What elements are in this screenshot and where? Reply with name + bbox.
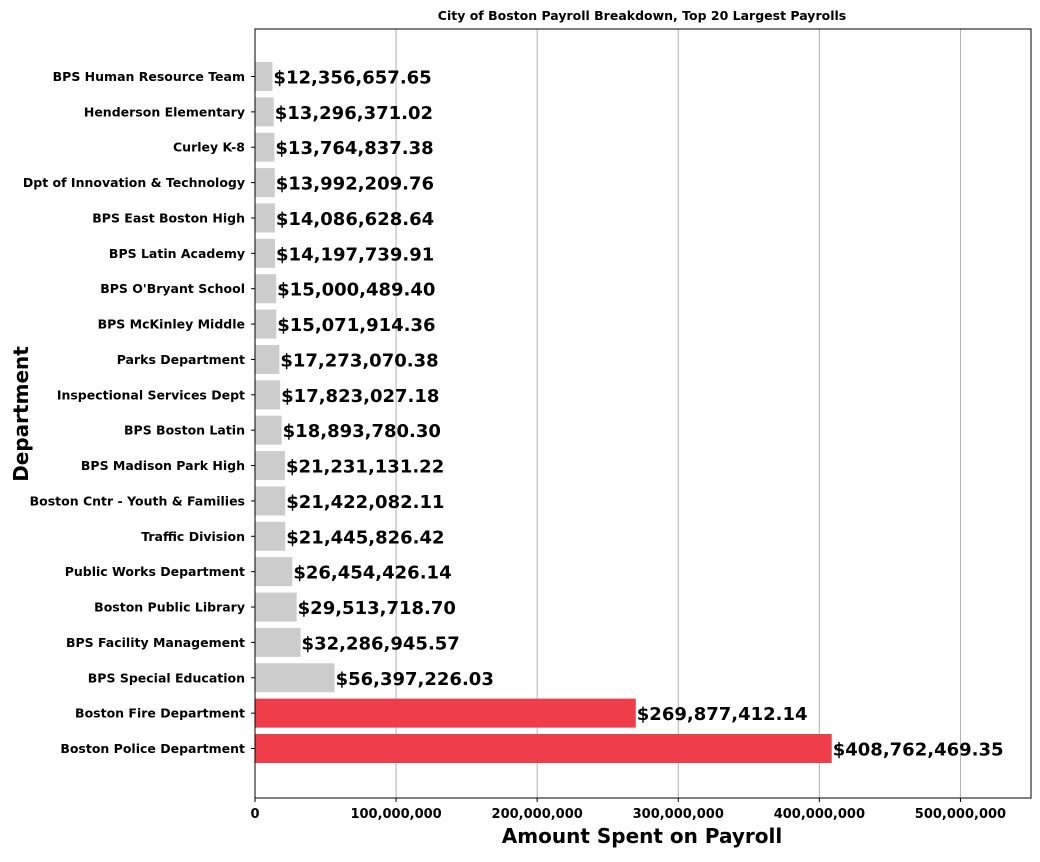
y-axis-title: Department: [9, 346, 33, 482]
bar: [255, 663, 335, 693]
y-tick-label: BPS Special Education: [88, 670, 245, 685]
bar: [255, 557, 293, 587]
grid-lines: [395, 29, 961, 798]
bar-value-label: $56,397,226.03: [336, 669, 494, 690]
bar-value-label: $15,000,489.40: [277, 280, 435, 301]
y-tick-label: Inspectional Services Dept: [57, 387, 245, 402]
y-tick-label: BPS McKinley Middle: [98, 317, 245, 332]
y-tick-label: Henderson Elementary: [84, 104, 245, 119]
x-tick-label: 0: [250, 807, 259, 822]
bar-value-label: $14,086,628.64: [276, 209, 434, 230]
y-tick-label: BPS O'Bryant School: [100, 281, 245, 296]
bar: [255, 62, 273, 91]
bar-value-label: $13,764,837.38: [275, 138, 433, 159]
bar-value-label: $15,071,914.36: [277, 315, 435, 336]
y-tick-label: Public Works Department: [65, 564, 245, 579]
bar: [255, 274, 277, 304]
y-tick-label: Boston Public Library: [94, 600, 245, 615]
bar: [255, 97, 274, 127]
bar-value-label: $18,893,780.30: [283, 421, 441, 442]
bar: [255, 592, 297, 622]
y-tick-label: BPS Facility Management: [66, 635, 245, 650]
bar-value-label: $13,296,371.02: [275, 103, 433, 124]
bar-value-label: $13,992,209.76: [276, 174, 434, 195]
bar-value-label: $21,422,082.11: [286, 492, 444, 513]
bar: [255, 698, 636, 728]
bar: [255, 486, 286, 516]
y-tick-label: Curley K-8: [173, 140, 245, 155]
bar-value-label: $29,513,718.70: [298, 598, 456, 619]
bar: [255, 627, 301, 657]
plot-frame: [254, 28, 1032, 799]
bar: [255, 380, 281, 410]
y-tick-label: BPS Human Resource Team: [53, 69, 245, 84]
x-tick-label: 100,000,000: [350, 807, 441, 822]
bar-value-label: $21,445,826.42: [286, 527, 444, 548]
bar-value-label: $26,454,426.14: [293, 563, 451, 584]
bar: [255, 238, 276, 268]
bar: [255, 203, 275, 233]
y-tick-label: BPS Boston Latin: [124, 423, 245, 438]
y-tick-label: BPS East Boston High: [92, 210, 245, 225]
bar: [255, 521, 286, 551]
bar-value-label: $32,286,945.57: [302, 633, 460, 654]
bar: [255, 309, 277, 339]
bar: [255, 734, 832, 763]
bar: [255, 344, 280, 374]
bar-value-label: $408,762,469.35: [833, 740, 1004, 761]
bar-value-label: $12,356,657.65: [273, 68, 431, 89]
bar: [255, 415, 282, 445]
y-tick-label: Traffic Division: [141, 529, 245, 544]
x-tick-label: 500,000,000: [915, 807, 1006, 822]
bar: [255, 168, 275, 198]
bar-value-label: $21,231,131.22: [286, 457, 444, 478]
y-tick-label: Boston Police Department: [60, 741, 245, 756]
x-tick-label: 300,000,000: [633, 807, 724, 822]
bar: [255, 132, 275, 162]
bar-value-label: $17,273,070.38: [280, 350, 438, 371]
bars: $12,356,657.65 $13,296,371.02 $13,764,837.…: [255, 62, 1004, 763]
x-tick-label: 200,000,000: [492, 807, 583, 822]
y-tick-label: Parks Department: [117, 352, 245, 367]
bar-value-label: $17,823,027.18: [281, 386, 439, 407]
bar: [255, 451, 285, 481]
y-axis-ticks: BPS Human Resource Team Henderson Element…: [23, 69, 255, 756]
x-tick-label: 400,000,000: [774, 807, 865, 822]
y-tick-label: Boston Cntr - Youth & Families: [30, 493, 245, 508]
y-tick-label: BPS Madison Park High: [81, 458, 245, 473]
y-tick-label: BPS Latin Academy: [109, 246, 245, 261]
x-axis-title: Amount Spent on Payroll: [502, 824, 782, 848]
y-tick-label: Dpt of Innovation & Technology: [23, 175, 245, 190]
bar-value-label: $269,877,412.14: [637, 704, 808, 725]
bar-value-label: $14,197,739.91: [276, 244, 434, 265]
chart-title: City of Boston Payroll Breakdown, Top 20…: [438, 8, 846, 23]
y-tick-label: Boston Fire Department: [75, 706, 245, 721]
x-axis-ticks: 0 100,000,000 200,000,000 300,000,000 400,00…: [250, 798, 1006, 822]
